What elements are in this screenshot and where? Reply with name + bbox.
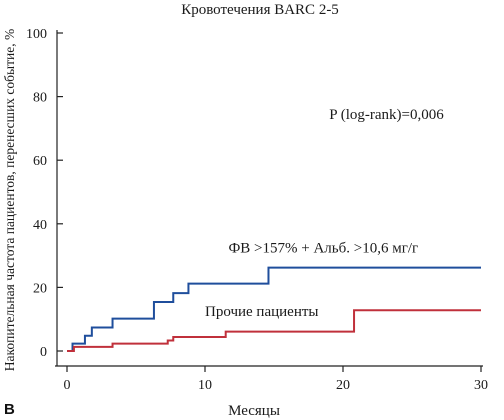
y-tick-label: 20 xyxy=(33,281,47,296)
panel-letter: В xyxy=(4,401,15,418)
y-tick-label: 100 xyxy=(26,27,47,42)
chart-title: Кровотечения BARC 2-5 xyxy=(181,2,339,18)
x-tick-label: 10 xyxy=(198,378,212,393)
series-layer xyxy=(67,266,481,352)
x-tick-label: 20 xyxy=(336,378,350,393)
series-label-1: ФВ >157% + Альб. >10,6 мг/г xyxy=(228,240,418,256)
y-tick-label: 80 xyxy=(33,91,47,106)
series-line-1 xyxy=(67,266,481,352)
x-axis-label: Месяцы xyxy=(228,403,280,419)
x-tick-label: 30 xyxy=(474,378,488,393)
label-layer: ФВ >157% + Альб. >10,6 мг/г Прочие пациен… xyxy=(205,107,444,320)
y-tick-label: 60 xyxy=(33,154,47,169)
y-ticks: 0 20 40 60 80 100 xyxy=(26,27,63,360)
y-axis-label: Накопительная частота пациентов, перенес… xyxy=(2,29,17,371)
y-tick-label: 40 xyxy=(33,218,47,233)
annotation-pvalue: P (log-rank)=0,006 xyxy=(329,107,444,123)
series-label-2: Прочие пациенты xyxy=(205,304,318,320)
x-tick-label: 0 xyxy=(64,378,71,393)
x-ticks: 0 10 20 30 xyxy=(64,366,488,393)
y-tick-label: 0 xyxy=(40,345,47,360)
series-line-2 xyxy=(67,309,481,352)
